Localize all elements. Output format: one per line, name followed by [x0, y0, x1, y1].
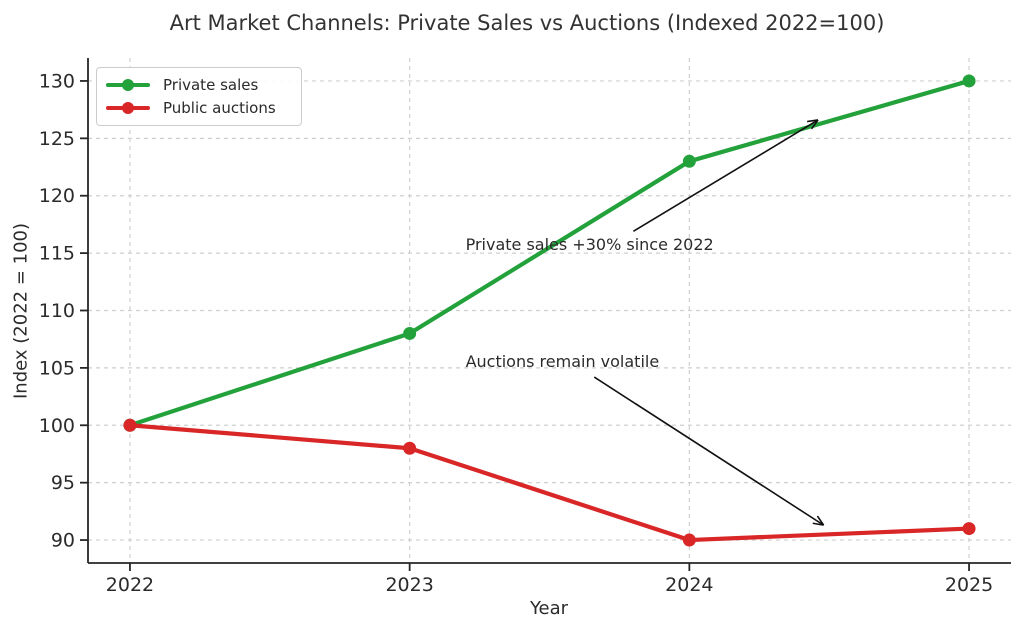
- data-point-public-auctions: [682, 533, 696, 547]
- data-point-private-sales: [682, 154, 696, 168]
- annotation-arrow: [593, 376, 825, 526]
- annotation-arrowhead: [812, 522, 824, 526]
- data-point-public-auctions: [123, 418, 137, 432]
- annotation-arrowhead: [807, 119, 819, 123]
- annotation-auctions-volatile: Auctions remain volatile: [465, 352, 660, 372]
- y-tick-label: 125: [39, 128, 75, 150]
- y-tick-label: 100: [39, 415, 75, 437]
- data-point-private-sales: [962, 74, 976, 88]
- legend-item-public-auctions: Public auctions: [105, 99, 293, 117]
- y-tick-label: 95: [51, 472, 75, 494]
- x-tick-label: 2023: [385, 574, 433, 596]
- x-tick-label: 2025: [945, 574, 993, 596]
- annotation-arrow: [632, 119, 819, 232]
- annotation-arrowhead: [816, 515, 825, 526]
- y-tick-label: 110: [39, 300, 75, 322]
- y-axis-label: Index (2022 = 100): [10, 222, 32, 400]
- x-axis-label: Year: [529, 598, 569, 619]
- y-tick-label: 105: [39, 357, 75, 379]
- legend-label-public-auctions: Public auctions: [163, 99, 276, 117]
- y-tick-label: 120: [39, 185, 75, 207]
- x-tick-label: 2024: [665, 574, 713, 596]
- y-tick-label: 115: [39, 243, 75, 265]
- series-line-private-sales: [127, 78, 972, 428]
- legend-line-marker-icon: [106, 102, 150, 114]
- legend-item-private-sales: Private sales: [105, 76, 293, 94]
- annotation-arrowhead: [810, 119, 819, 130]
- legend-line-marker-icon: [106, 79, 150, 91]
- legend-label-private-sales: Private sales: [163, 76, 259, 94]
- y-tick-label: 130: [39, 70, 75, 92]
- x-tick-label: 2022: [106, 574, 154, 596]
- data-point-public-auctions: [962, 522, 976, 536]
- series-line-public-auctions: [127, 423, 972, 543]
- annotation-private-sales-growth: Private sales +30% since 2022: [465, 235, 714, 255]
- data-point-private-sales: [403, 326, 417, 340]
- legend: Private sales Public auctions: [96, 67, 302, 126]
- y-tick-label: 90: [51, 530, 75, 552]
- chart-title: Art Market Channels: Private Sales vs Au…: [169, 11, 885, 35]
- data-point-public-auctions: [403, 441, 417, 455]
